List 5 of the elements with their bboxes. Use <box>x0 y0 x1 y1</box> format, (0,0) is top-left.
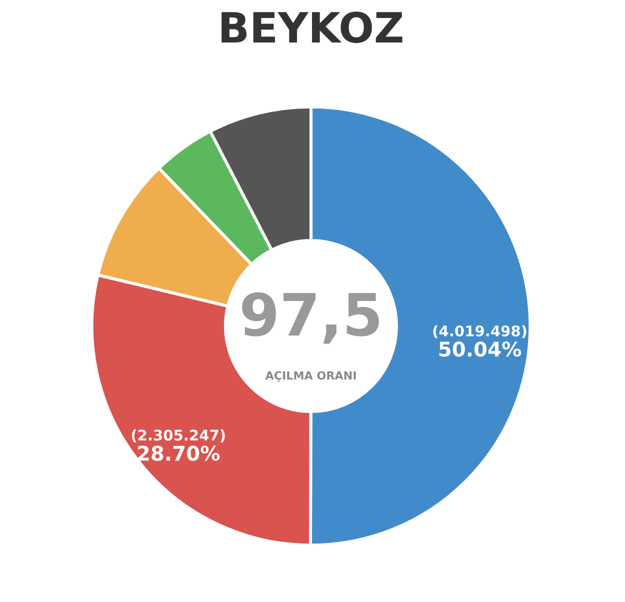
text: AÇILMA ORANI <box>265 371 356 382</box>
text: 97,5 <box>242 292 379 344</box>
data-label: (2.305.247) 28.70% <box>132 429 225 461</box>
data-label: (4.019.498) 50.04% <box>433 325 526 357</box>
chart-title: BEYKOZ <box>222 12 402 44</box>
